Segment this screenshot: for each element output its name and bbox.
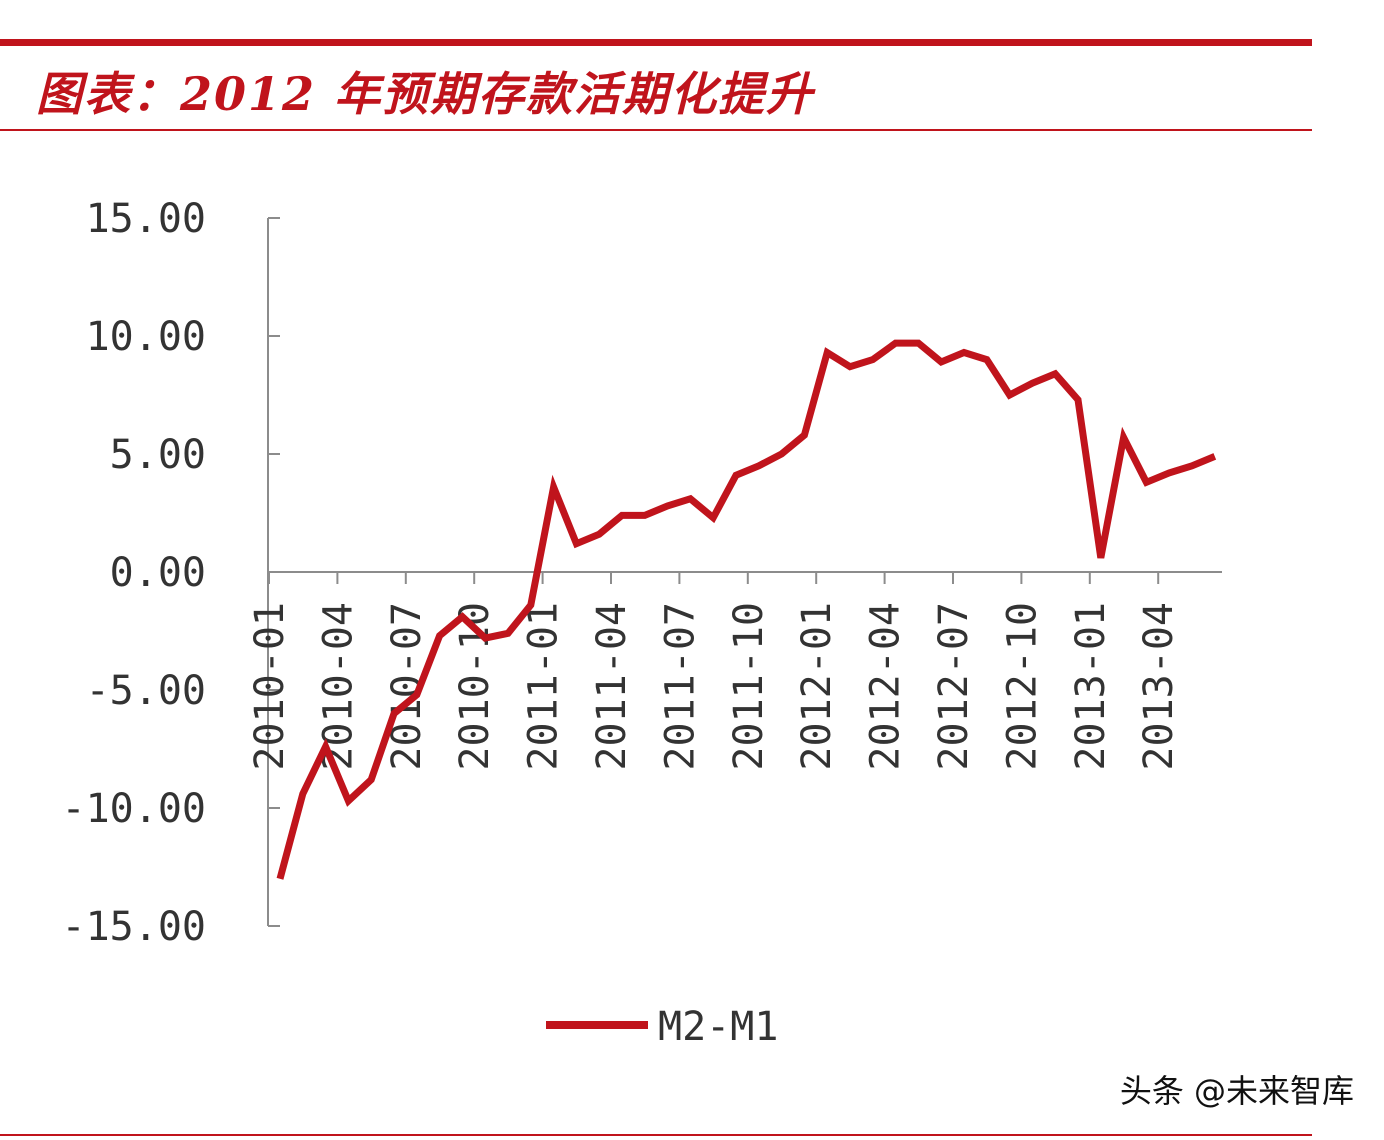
x-tick-label: 2013-04 [1136, 602, 1182, 771]
watermark: 头条 @未来智库 [1119, 1072, 1354, 1110]
series-layer [276, 339, 1217, 880]
top-rule [0, 39, 1312, 46]
y-tick-label: -15.00 [62, 904, 207, 950]
legend-label: M2-M1 [658, 1004, 778, 1050]
y-tick-label: 10.00 [86, 314, 206, 360]
y-tick-label: -10.00 [62, 786, 207, 832]
x-tick-label: 2010-04 [315, 602, 361, 771]
y-axis-ticks: 15.00 10.00 5.00 0.00 -5.00 -10.00 -15.00 [62, 196, 280, 950]
x-axis-ticks: 2010-01 2010-04 2010-07 2010-10 2011-01 2011-… [247, 572, 1182, 771]
x-tick-label: 2011-07 [657, 602, 703, 771]
series-line-m2-m1 [276, 339, 1217, 880]
x-tick-label: 2011-10 [726, 602, 772, 771]
legend: M2-M1 [546, 1004, 778, 1050]
chart-axes [267, 218, 1222, 926]
x-tick-label: 2012-04 [863, 602, 909, 771]
y-tick-label: 0.00 [110, 550, 206, 596]
chart-title: 图表：2012 年预期存款活期化提升 [36, 67, 815, 121]
y-tick-label: -5.00 [86, 668, 206, 714]
y-tick-label: 5.00 [110, 432, 206, 478]
x-tick-label: 2013-01 [1068, 602, 1114, 771]
x-tick-label: 2011-04 [589, 602, 635, 771]
bottom-rule [0, 1134, 1312, 1136]
x-tick-label: 2012-10 [999, 602, 1045, 771]
x-tick-label: 2012-01 [794, 602, 840, 771]
title-divider [0, 129, 1312, 131]
x-tick-label: 2012-07 [931, 602, 977, 771]
y-tick-label: 15.00 [86, 196, 206, 242]
x-tick-label: 2011-01 [521, 602, 567, 771]
x-tick-label: 2010-01 [247, 602, 293, 771]
